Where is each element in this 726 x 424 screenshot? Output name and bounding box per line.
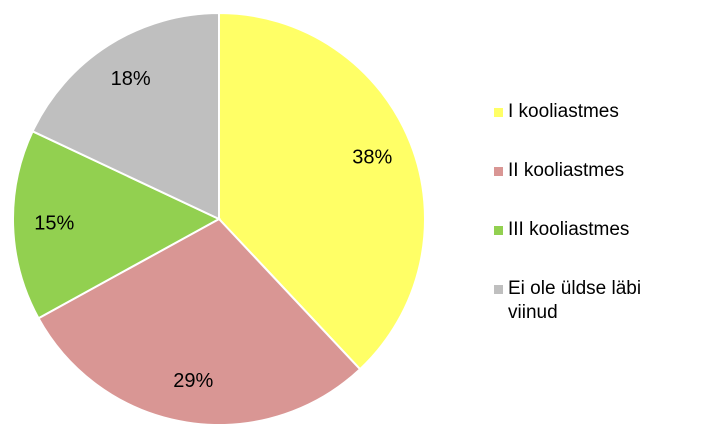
legend-label: Ei ole üldse läbi viinud [508, 278, 642, 323]
legend-label: I kooliastmes [508, 101, 619, 122]
legend-swatch [494, 285, 503, 294]
data-label: 18% [111, 68, 151, 90]
legend-swatch [494, 167, 503, 176]
data-label: 29% [173, 370, 213, 392]
legend-swatch [494, 108, 503, 117]
pie-slice [31, 11, 220, 221]
legend: I kooliastmes II kooliastmes III kooliastm… [494, 100, 664, 336]
pie-slice [218, 11, 426, 371]
legend-item: III kooliastmes [494, 218, 664, 277]
pie-slice [12, 129, 222, 320]
pie-area: 38% 29% 15% 18% [12, 11, 426, 424]
pie-slice [37, 217, 362, 424]
legend-item: I kooliastmes [494, 100, 664, 159]
legend-item: II kooliastmes [494, 159, 664, 218]
legend-swatch [494, 226, 503, 235]
legend-item: Ei ole üldse läbi viinud [494, 277, 664, 336]
data-label: 38% [352, 147, 392, 169]
legend-label: II kooliastmes [508, 160, 625, 181]
data-label: 15% [34, 212, 74, 234]
legend-label: III kooliastmes [508, 219, 630, 240]
